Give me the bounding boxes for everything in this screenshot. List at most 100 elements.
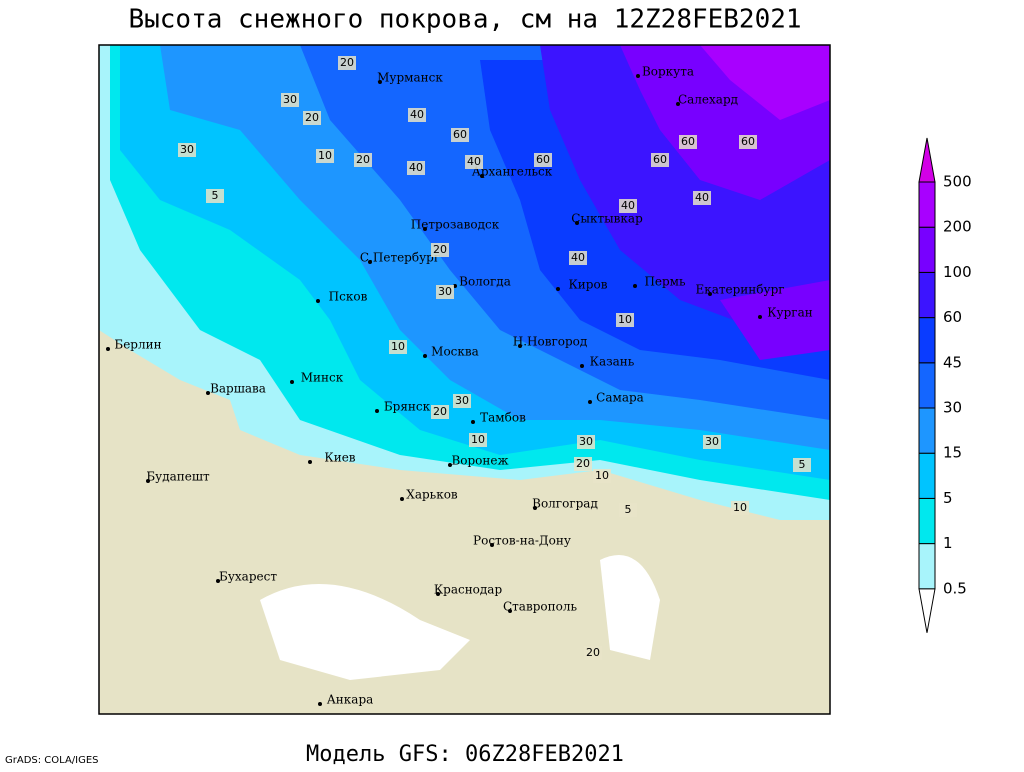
title: Высота снежного покрова, см на 12Z28FEB2… xyxy=(128,5,801,35)
contour-label: 10 xyxy=(391,340,405,353)
contour-label-box xyxy=(793,458,811,472)
snow-100-south xyxy=(720,280,830,360)
city-label: Анкара xyxy=(327,693,374,707)
contour-label: 60 xyxy=(741,135,755,148)
contour-label-box xyxy=(584,646,602,660)
map: Мурманск Воркута Салехард Архангельск Сыктыв… xyxy=(98,44,831,715)
contour-label-box xyxy=(436,285,454,299)
contour-label: 10 xyxy=(318,149,332,162)
contour-label: 5 xyxy=(212,189,219,202)
contour-label-box xyxy=(407,161,425,175)
colorbar-bin xyxy=(918,407,936,454)
contour-label: 20 xyxy=(576,457,590,470)
contour-label: 30 xyxy=(283,93,297,106)
contour-label-box xyxy=(569,251,587,265)
city-label: Краснодар xyxy=(434,583,503,597)
city-dot xyxy=(290,380,294,384)
city-label: Ростов-на-Дону xyxy=(473,534,571,548)
contour-label-box xyxy=(178,143,196,157)
colorbar-bin xyxy=(918,543,936,590)
city-dot xyxy=(490,543,494,547)
contour-label-box xyxy=(453,394,471,408)
city-label: Москва xyxy=(431,345,479,359)
colorbar-bin xyxy=(918,271,936,319)
city-label: Харьков xyxy=(406,488,458,502)
contour-label-box xyxy=(574,457,592,471)
city-dot xyxy=(480,174,484,178)
contour-label: 20 xyxy=(586,646,600,659)
city-label: Екатеринбург xyxy=(695,283,784,297)
city-dot xyxy=(588,400,592,404)
city-dot xyxy=(423,227,427,231)
city-label: Казань xyxy=(590,355,635,369)
colorbar-label: 15 xyxy=(943,444,962,462)
contour-label-box xyxy=(465,155,483,169)
city-label: Архангельск xyxy=(472,165,553,179)
city-label: Минск xyxy=(301,371,344,385)
snow-200 xyxy=(700,45,830,120)
colorbar-label: 200 xyxy=(943,218,972,236)
city-dot xyxy=(318,702,322,706)
contour-label: 10 xyxy=(471,433,485,446)
contour-label-box xyxy=(389,340,407,354)
city-label: Воркута xyxy=(642,65,694,79)
colorbar-label: 60 xyxy=(943,308,962,326)
contour-labels: 20 30 20 10 30 40 60 40 60 40 60 60 60 40 40 30 20 10 5 20 4… xyxy=(178,56,811,660)
contour-label: 20 xyxy=(305,111,319,124)
city-dot xyxy=(708,292,712,296)
city-label: Берлин xyxy=(114,338,161,352)
contour-label: 10 xyxy=(733,501,747,514)
contour-label: 20 xyxy=(356,153,370,166)
contour-label-box xyxy=(206,189,224,203)
colorbar-label: 0.5 xyxy=(943,579,967,597)
contour-label-box xyxy=(281,93,299,107)
city-dot xyxy=(106,347,110,351)
contour-label: 5 xyxy=(625,503,632,516)
model-footer: Модель GFS: 06Z28FEB2021 xyxy=(306,742,624,767)
contour-label-box xyxy=(534,153,552,167)
colorbar-bin xyxy=(918,497,936,545)
city-dot xyxy=(316,299,320,303)
city-dot xyxy=(448,463,452,467)
contour-label: 60 xyxy=(681,135,695,148)
contour-label-box xyxy=(577,435,595,449)
city-label: Вологда xyxy=(459,275,511,289)
cities: Мурманск Воркута Салехард Архангельск Сыктыв… xyxy=(106,65,813,707)
contour-label: 10 xyxy=(595,469,609,482)
colorbar-label: 1 xyxy=(943,534,953,552)
city-label: С.Петербург xyxy=(360,251,440,265)
city-dot xyxy=(508,609,512,613)
city-label: Сыктывкар xyxy=(571,212,643,226)
contour-label-box xyxy=(616,313,634,327)
city-dot xyxy=(533,506,537,510)
contour-label: 40 xyxy=(621,199,635,212)
contour-label: 40 xyxy=(571,251,585,264)
city-dot xyxy=(375,409,379,413)
city-dot xyxy=(633,284,637,288)
map-frame xyxy=(98,44,831,715)
colorbar-bin xyxy=(918,181,936,228)
city-dot xyxy=(423,354,427,358)
city-label: Псков xyxy=(329,290,368,304)
colorbar-bin xyxy=(918,317,936,364)
city-dot xyxy=(400,497,404,501)
city-dot xyxy=(575,221,579,225)
colorbar-label: 45 xyxy=(943,353,962,371)
city-dot xyxy=(206,391,210,395)
contour-label: 30 xyxy=(579,435,593,448)
contour-label: 30 xyxy=(180,143,194,156)
colorbar-label: 5 xyxy=(943,489,953,507)
city-dot xyxy=(216,579,220,583)
contour-label-box xyxy=(739,135,757,149)
city-label: Ставрополь xyxy=(503,600,577,614)
contour-label-box xyxy=(303,111,321,125)
city-label: Будапешт xyxy=(146,470,210,484)
contour-label: 10 xyxy=(618,313,632,326)
city-dot xyxy=(436,592,440,596)
city-dot xyxy=(308,460,312,464)
city-dot xyxy=(146,479,150,483)
city-label: Мурманск xyxy=(377,71,443,85)
colorbar-arrow-high xyxy=(918,137,936,183)
